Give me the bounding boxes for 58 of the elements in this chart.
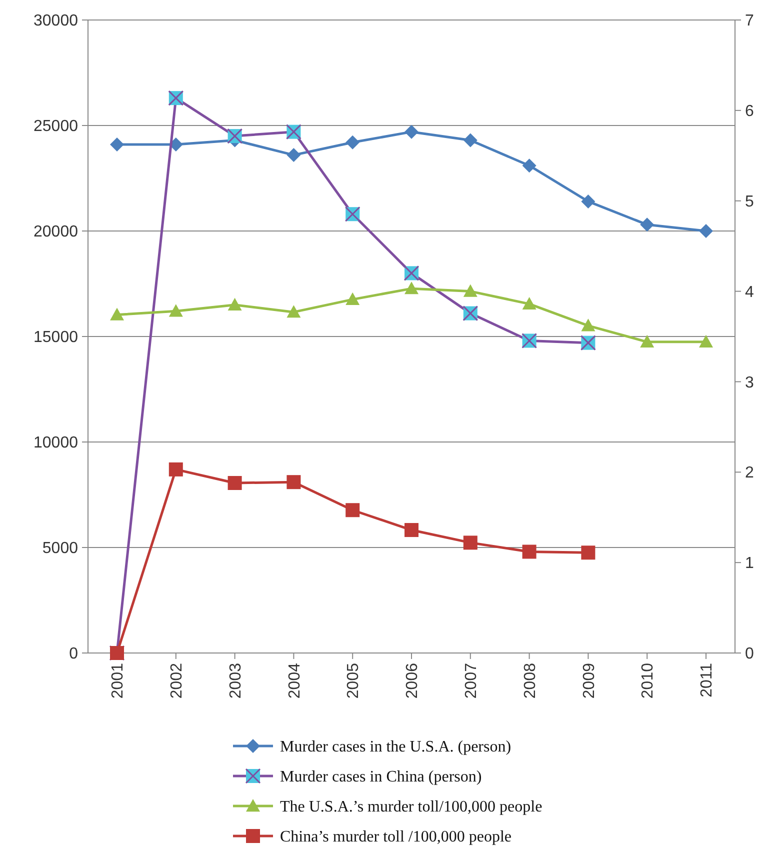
point xyxy=(286,305,301,318)
y-tick-label: 0 xyxy=(69,646,78,663)
y-tick-label: 30000 xyxy=(34,12,78,30)
x-tick-label: 2001 xyxy=(110,662,127,699)
y-tick-label: 5000 xyxy=(42,540,78,558)
legend-label: China’s murder toll /100,000 people xyxy=(280,828,512,846)
y2-tick-label: 2 xyxy=(745,464,754,482)
point xyxy=(346,292,360,306)
point xyxy=(463,133,478,148)
y2-tick-label: 7 xyxy=(745,12,754,30)
y-tick-label: 20000 xyxy=(34,224,78,241)
point xyxy=(110,137,124,152)
point xyxy=(699,224,713,238)
y2-tick-label: 1 xyxy=(745,555,754,572)
point xyxy=(522,544,536,559)
point xyxy=(640,218,654,232)
y-tick-label: 25000 xyxy=(34,118,78,136)
point xyxy=(581,546,596,560)
point xyxy=(581,194,596,208)
y2-tick-label: 5 xyxy=(745,193,754,210)
x-tick-label: 2004 xyxy=(286,662,304,699)
point xyxy=(404,523,418,538)
y2-tick-label: 3 xyxy=(745,374,754,392)
point xyxy=(228,298,242,310)
point xyxy=(463,284,478,297)
point xyxy=(699,334,713,348)
point xyxy=(228,476,242,490)
x-tick-label: 2007 xyxy=(463,662,480,699)
legend-label: The U.S.A.’s murder toll/100,000 people xyxy=(280,798,542,816)
x-tick-label: 2006 xyxy=(404,662,422,699)
x-tick-label: 2002 xyxy=(168,662,186,699)
point xyxy=(581,318,596,332)
x-tick-label: 2005 xyxy=(345,662,362,699)
point xyxy=(168,462,183,476)
point xyxy=(404,282,418,294)
legend-label: Murder cases in the U.S.A. (person) xyxy=(280,738,512,756)
y2-tick-label: 4 xyxy=(745,284,754,301)
point xyxy=(522,296,536,310)
point xyxy=(640,334,654,348)
x-tick-label: 2008 xyxy=(522,662,539,699)
x-tick-label: 2009 xyxy=(580,662,598,699)
point xyxy=(522,158,536,173)
point xyxy=(286,148,301,162)
point xyxy=(463,536,478,550)
x-tick-label: 2011 xyxy=(698,662,716,698)
y2-tick-label: 0 xyxy=(745,646,754,663)
point xyxy=(346,135,360,150)
point xyxy=(168,304,183,317)
y-tick-label: 10000 xyxy=(34,434,78,452)
point xyxy=(404,124,418,139)
legend-label: Murder cases in China (person) xyxy=(280,768,482,786)
point xyxy=(346,503,360,518)
x-tick-label: 2003 xyxy=(227,662,244,699)
y2-tick-label: 6 xyxy=(745,103,754,120)
point xyxy=(110,308,124,320)
x-tick-label: 2010 xyxy=(640,662,657,699)
y-tick-label: 15000 xyxy=(34,329,78,346)
point xyxy=(286,475,301,490)
